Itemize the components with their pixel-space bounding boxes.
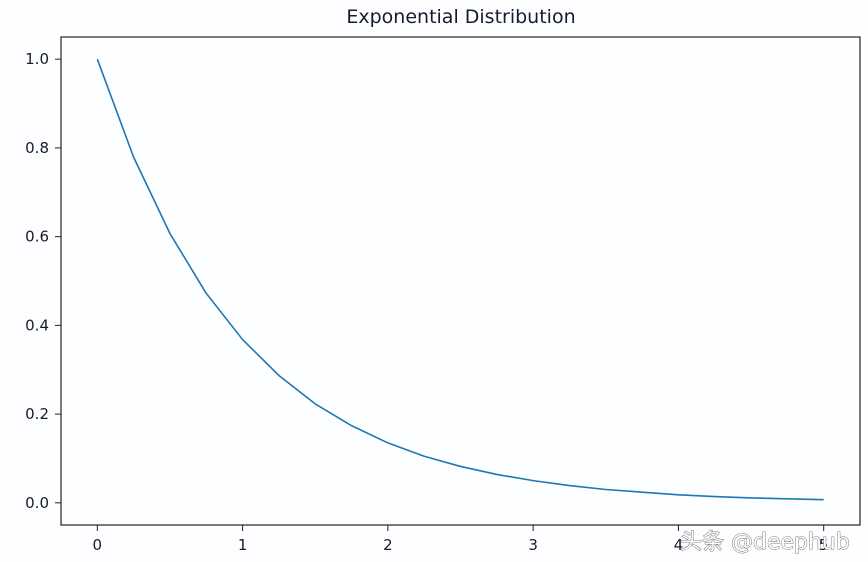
y-tick-label: 0.6 [25, 228, 49, 246]
y-tick-label: 1.0 [25, 50, 49, 68]
series-line [96, 58, 824, 501]
y-tick-label: 0.0 [25, 494, 49, 512]
x-tick-label: 1 [238, 536, 248, 554]
chart-title: Exponential Distribution [346, 6, 575, 28]
y-tick-label: 0.8 [25, 139, 49, 157]
series-group [96, 58, 824, 501]
x-tick-label: 0 [93, 536, 103, 554]
y-tick-label: 0.4 [25, 316, 49, 334]
y-axis: 0.0 0.2 0.4 0.6 0.8 1.0 [25, 50, 61, 512]
x-axis: 0 1 2 3 4 5 [93, 525, 829, 554]
x-tick-label: 3 [528, 536, 538, 554]
x-tick-label: 5 [819, 536, 829, 554]
plot-area [60, 36, 861, 526]
y-tick-label: 0.2 [25, 405, 49, 423]
x-tick-label: 4 [674, 536, 684, 554]
x-tick-label: 2 [383, 536, 393, 554]
watermark-text: 头条 @deephub [680, 530, 850, 555]
